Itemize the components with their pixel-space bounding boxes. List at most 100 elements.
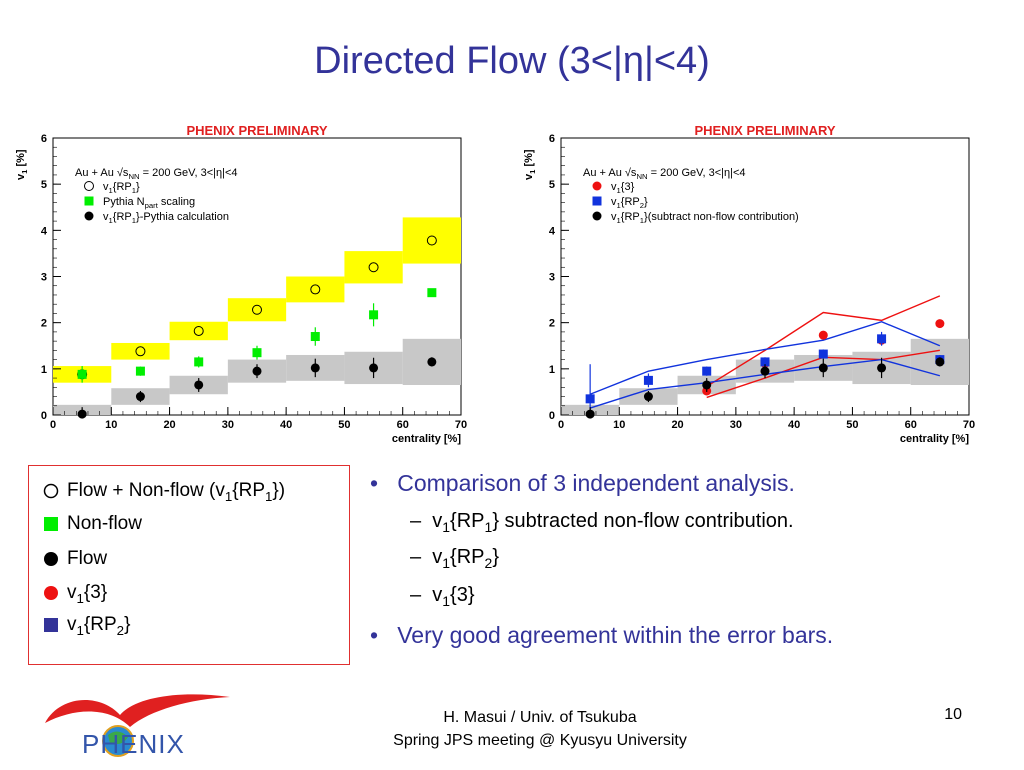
- x-tick-label: 50: [338, 419, 350, 431]
- legend-marker: [84, 211, 94, 221]
- data-point: [135, 346, 146, 357]
- data-point: [368, 262, 379, 273]
- bullet-agreement: • Very good agreement within the error b…: [370, 622, 834, 648]
- y-tick-label: 3: [41, 272, 47, 284]
- data-point: [877, 363, 887, 373]
- open-circle-icon: [43, 483, 59, 499]
- page-number: 10: [944, 706, 962, 723]
- y-tick-label: 3: [549, 272, 555, 284]
- data-point: [643, 375, 653, 385]
- chart-left: PHENIX PRELIMINARY 0 10 20 30 40 50 60 70 0 1 2 3 4 5 6…: [15, 123, 467, 445]
- x-tick-label: 20: [671, 419, 683, 431]
- x-tick-label: 70: [455, 419, 467, 431]
- phenix-logo: PHENIX: [40, 685, 240, 765]
- legend-entry: v1{RP2}: [611, 196, 648, 210]
- data-point: [310, 284, 321, 295]
- data-point: [935, 357, 945, 367]
- green-square-icon: [44, 516, 58, 531]
- legend-entry: v1{3}: [611, 181, 635, 195]
- data-point: [702, 366, 712, 376]
- data-point: [585, 394, 595, 404]
- legend-entry: v1{RP1}-Pythia calculation: [103, 211, 229, 225]
- x-tick-label: 60: [905, 419, 917, 431]
- x-axis-label: centrality [%]: [392, 433, 461, 445]
- data-point: [193, 325, 204, 336]
- data-point: [252, 304, 262, 315]
- y-tick-label: 2: [41, 318, 47, 330]
- data-point: [310, 363, 320, 373]
- error-band-line: [706, 295, 941, 387]
- legend-entry: Pythia Npart scaling: [103, 196, 195, 210]
- data-point: [760, 357, 770, 367]
- data-point: [760, 366, 770, 376]
- data-point: [135, 392, 145, 402]
- data-point: [702, 380, 712, 390]
- data-point: [194, 357, 204, 367]
- y-tick-label: 6: [549, 133, 555, 145]
- legend-marker: [592, 211, 602, 221]
- data-point: [252, 348, 262, 358]
- syst-band: [227, 298, 287, 322]
- x-tick-label: 50: [846, 419, 858, 431]
- y-tick-label: 1: [41, 364, 47, 376]
- y-tick-label: 6: [41, 133, 47, 145]
- data-point: [77, 369, 87, 379]
- legend-item-v1-3: v1{3}: [43, 582, 107, 606]
- data-point: [369, 310, 379, 320]
- data-point: [135, 366, 145, 376]
- chart-right: PHENIX PRELIMINARY 0 10 20 30 40 50 60 70 0 1 2 3 4 5 6…: [523, 123, 975, 445]
- energy-annotation: Au + Au √sNN = 200 GeV, 3<|η|<4: [583, 167, 746, 181]
- x-tick-label: 30: [730, 419, 742, 431]
- x-tick-label: 60: [397, 419, 409, 431]
- legend-marker: [84, 196, 94, 206]
- syst-band: [111, 342, 170, 360]
- data-point: [877, 334, 887, 344]
- y-tick-label: 0: [549, 410, 555, 422]
- data-point: [818, 363, 828, 373]
- x-tick-label: 20: [163, 419, 175, 431]
- sub-bullet-v13: – v1{3}: [410, 584, 475, 609]
- data-point: [585, 409, 595, 419]
- blue-square-icon: [44, 617, 58, 632]
- x-tick-label: 10: [105, 419, 117, 431]
- legend-marker: [592, 196, 602, 206]
- legend-item-nonflow: Non-flow: [43, 513, 142, 535]
- x-tick-label: 0: [558, 419, 564, 431]
- bullet-comparison: • Comparison of 3 independent analysis.: [370, 470, 795, 496]
- error-band-line: [589, 320, 941, 395]
- phenix-bird-icon: [45, 694, 230, 757]
- red-circle-icon: [44, 585, 58, 600]
- syst-band: [286, 276, 345, 303]
- y-tick-label: 5: [549, 179, 555, 191]
- data-point: [426, 235, 437, 246]
- syst-band: [169, 321, 228, 341]
- legend-entry: v1{RP1}(subtract non-flow contribution): [611, 211, 799, 225]
- legend-marker: [592, 181, 602, 191]
- footer: H. Masui / Univ. of Tsukuba Spring JPS m…: [300, 706, 780, 752]
- data-point: [77, 409, 87, 419]
- y-axis-label: v1 [%]: [523, 149, 537, 180]
- syst-band: [344, 251, 403, 284]
- data-point: [252, 366, 262, 376]
- logo-text: PHENIX: [82, 729, 185, 759]
- x-tick-label: 40: [280, 419, 292, 431]
- black-circle-icon: [44, 551, 58, 566]
- y-tick-label: 4: [41, 225, 48, 237]
- x-axis-label: centrality [%]: [900, 433, 969, 445]
- legend-item-v1-rp2: v1{RP2}: [43, 614, 130, 638]
- footer-author: H. Masui / Univ. of Tsukuba: [443, 709, 637, 726]
- x-tick-label: 40: [788, 419, 800, 431]
- y-tick-label: 0: [41, 410, 47, 422]
- sub-bullet-rp2: – v1{RP2}: [410, 546, 499, 571]
- data-point: [818, 349, 828, 359]
- chart-title: PHENIX PRELIMINARY: [186, 123, 327, 138]
- data-point: [935, 319, 945, 329]
- data-point: [310, 332, 320, 342]
- x-tick-label: 30: [222, 419, 234, 431]
- data-point: [643, 392, 653, 402]
- energy-annotation: Au + Au √sNN = 200 GeV, 3<|η|<4: [75, 167, 238, 181]
- syst-band: [402, 217, 461, 264]
- data-point: [369, 363, 379, 373]
- data-point: [818, 330, 828, 340]
- y-tick-label: 5: [41, 179, 47, 191]
